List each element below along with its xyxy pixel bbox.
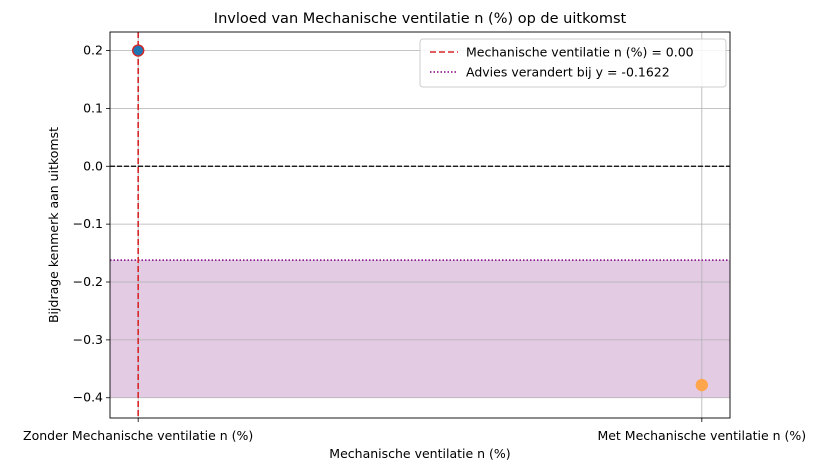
plot-area [109,31,731,419]
legend: Mechanische ventilatie n (%) = 0.00 Advie… [419,38,727,88]
y-tick-label: −0.1 [73,216,103,231]
x-tick-label: Met Mechanische ventilatie n (%) [597,428,806,443]
axes-frame [109,31,731,419]
data-point [131,44,145,57]
y-tick-label: −0.2 [73,274,103,289]
y-tick-label: 0.0 [83,158,103,173]
chart-title: Invloed van Mechanische ventilatie n (%)… [214,11,627,27]
legend-label-vline: Mechanische ventilatie n (%) = 0.00 [466,45,694,60]
data-point [695,378,709,392]
y-axis-label: Bijdrage kenmerk aan uitkomst [46,127,61,323]
y-tick-label: −0.4 [73,390,103,405]
y-tick-label: 0.2 [83,43,103,58]
y-tick-label: 0.1 [83,100,103,115]
x-axis-label: Mechanische ventilatie n (%) [329,446,510,461]
shaded-region [110,260,730,398]
axis-ticks: 0.2 0.1 0.0 −0.1 −0.2 −0.3 −0.4 Zonder Mechanis… [23,43,806,443]
legend-box [419,38,727,88]
y-tick-label: −0.3 [73,332,103,347]
x-tick-label: Zonder Mechanische ventilatie n (%) [23,428,253,443]
legend-label-threshold: Advies verandert bij y = -0.1622 [466,65,670,80]
